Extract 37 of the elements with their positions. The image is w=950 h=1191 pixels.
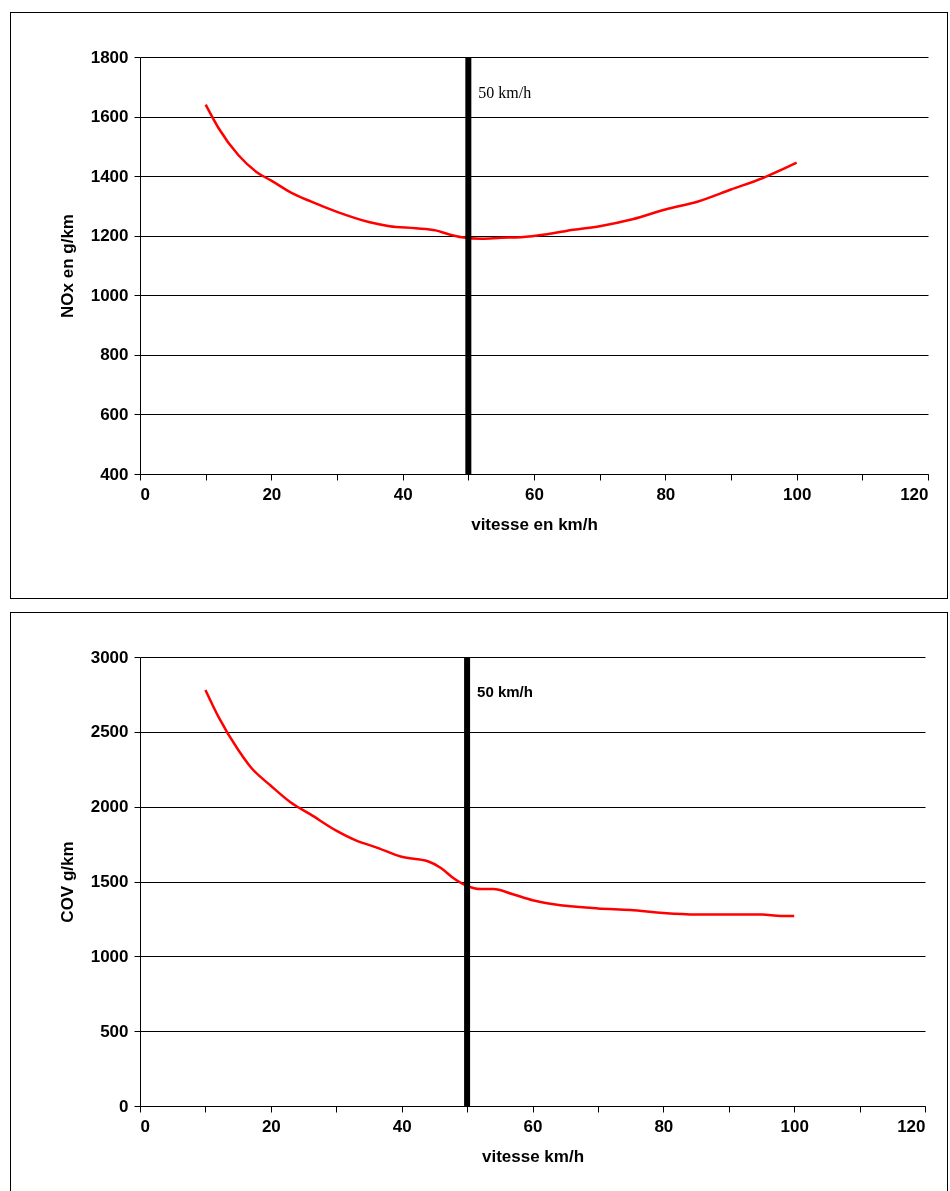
ref-line-label: 50 km/h [477,683,533,700]
x-tick-label: 20 [262,484,282,504]
y-tick-label: 1000 [90,946,129,966]
x-tick-label: 0 [140,1116,150,1136]
x-tick-label: 80 [656,484,676,504]
y-tick-label: 2500 [90,722,129,742]
y-tick-label: 0 [119,1096,129,1116]
x-tick-label: 60 [523,1116,543,1136]
line-series [204,103,798,240]
x-tick-label: 100 [780,1116,809,1136]
y-axis-title: NOx en g/km [57,214,77,318]
y-tick-label: 1600 [90,107,129,127]
y-tick-label: 400 [100,464,129,484]
x-axis-title: vitesse en km/h [471,514,598,534]
x-tick-label: 120 [897,1116,926,1136]
y-tick-label: 1200 [90,226,129,246]
x-tick-label: 40 [393,484,413,504]
y-tick-label: 500 [100,1021,129,1041]
y-tick-label: 1800 [90,47,129,67]
x-tick-label: 60 [525,484,544,504]
x-tick-label: 20 [261,1116,281,1136]
ref-line-label: 50 km/h [478,84,532,101]
y-tick-label: 3000 [90,647,129,667]
x-tick-label: 120 [900,484,929,504]
line-series [204,688,796,918]
y-axis-title: COV g/km [57,841,77,923]
x-tick-label: 100 [782,484,812,504]
x-axis-title: vitesse km/h [481,1146,585,1166]
x-tick-label: 0 [140,484,150,504]
y-tick-label: 2000 [90,797,129,817]
y-tick-label: 1000 [90,285,129,305]
y-tick-label: 800 [100,345,129,365]
y-tick-label: 1500 [90,872,129,891]
x-tick-label: 80 [654,1116,674,1136]
y-tick-label: 600 [100,404,129,424]
y-tick-label: 1400 [90,166,129,186]
x-tick-label: 40 [392,1116,412,1136]
